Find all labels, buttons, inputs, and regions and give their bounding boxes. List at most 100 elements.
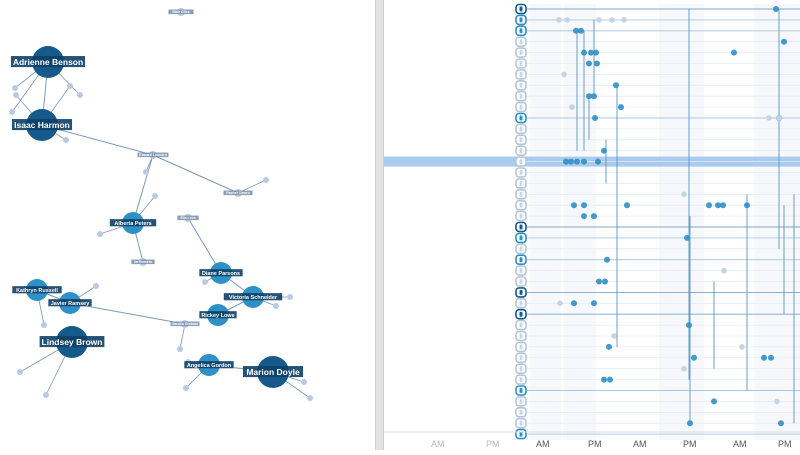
time-band bbox=[754, 4, 800, 440]
graph-node[interactable]: Victoria Schneider bbox=[223, 286, 283, 308]
graph-leaf-node bbox=[307, 395, 313, 401]
graph-node[interactable]: Marion Doyle bbox=[242, 356, 304, 388]
graph-leaf-node bbox=[177, 346, 183, 352]
timeline-event bbox=[557, 300, 563, 307]
network-graph-panel[interactable]: Blair Giles Adrienne Benson Isaac Harmon Ed… bbox=[0, 0, 375, 450]
graph-node-label: Ella Love bbox=[180, 216, 195, 220]
graph-node-label: Victoria Schneider bbox=[229, 295, 278, 301]
graph-node-label: Diane Parsons bbox=[202, 271, 240, 277]
timeline-event bbox=[774, 398, 780, 405]
timeline-event bbox=[596, 278, 602, 285]
graph-leaf-node bbox=[97, 231, 103, 237]
timeline-event bbox=[588, 49, 594, 56]
timeline-event bbox=[720, 202, 726, 209]
time-band bbox=[564, 4, 596, 440]
timeline-event bbox=[593, 49, 599, 56]
timeline-event bbox=[563, 158, 569, 165]
timeline-row-labels: Adrienne BensonAlberta PetersAngelica Go… bbox=[384, 0, 514, 450]
timeline-event bbox=[607, 376, 613, 383]
graph-leaf-node bbox=[63, 137, 69, 143]
timeline-event bbox=[581, 202, 587, 209]
timeline-event bbox=[768, 354, 774, 361]
graph-node-label: Alberta Peters bbox=[114, 221, 151, 227]
time-band bbox=[530, 4, 561, 440]
timeline-event bbox=[776, 115, 782, 121]
split-pane-divider[interactable] bbox=[375, 0, 384, 450]
graph-node[interactable]: Adrienne Benson bbox=[10, 46, 86, 78]
timeline-event bbox=[711, 398, 717, 405]
timeline-event bbox=[568, 158, 574, 165]
timeline-event bbox=[606, 343, 612, 350]
graph-edge bbox=[69, 302, 186, 325]
timeline-event bbox=[591, 213, 597, 220]
timeline-event bbox=[564, 17, 570, 23]
network-graph[interactable]: Blair Giles Adrienne Benson Isaac Harmon Ed… bbox=[0, 0, 375, 450]
timeline-event bbox=[574, 158, 580, 165]
graph-node[interactable]: Ira Romero bbox=[131, 258, 155, 266]
graph-node[interactable]: Diane Parsons bbox=[199, 262, 243, 284]
graph-leaf-node bbox=[41, 322, 47, 328]
timeline-event bbox=[604, 256, 610, 263]
timeline-event bbox=[766, 115, 772, 121]
graph-node[interactable]: Edward Leonard bbox=[137, 151, 169, 159]
timeline-chart[interactable] bbox=[384, 0, 800, 450]
graph-edges bbox=[9, 61, 313, 401]
timeline-event bbox=[601, 376, 607, 383]
timeline-event bbox=[595, 158, 601, 165]
timeline-event bbox=[706, 202, 712, 209]
graph-node[interactable]: Blair Giles bbox=[168, 8, 194, 16]
timeline-event bbox=[578, 27, 584, 34]
graph-node-label: Blair Giles bbox=[172, 10, 189, 14]
timeline-event bbox=[731, 49, 737, 56]
timeline-event bbox=[618, 104, 624, 111]
graph-node[interactable]: Ella Love bbox=[177, 214, 199, 222]
timeline-event bbox=[561, 71, 567, 78]
timeline-event bbox=[581, 49, 587, 56]
timeline-event bbox=[591, 300, 597, 307]
graph-leaf-node bbox=[202, 279, 208, 285]
graph-node[interactable]: Rachel Castro bbox=[223, 189, 253, 197]
timeline-event bbox=[586, 93, 592, 100]
graph-node-label: Isaac Harmon bbox=[14, 120, 70, 130]
timeline-event bbox=[591, 93, 597, 100]
graph-node-label: Marion Doyle bbox=[246, 367, 300, 377]
time-band bbox=[659, 4, 704, 440]
timeline-event bbox=[773, 6, 779, 12]
timeline-event bbox=[571, 300, 577, 307]
timeline-event bbox=[586, 60, 592, 67]
timeline-event bbox=[601, 147, 607, 154]
graph-leaf-node bbox=[77, 92, 83, 98]
graph-leaf-node bbox=[152, 193, 158, 199]
timeline-event bbox=[778, 420, 784, 427]
graph-node[interactable]: Kathryn Russell bbox=[12, 279, 62, 301]
timeline-event bbox=[684, 234, 690, 241]
graph-edge bbox=[179, 323, 186, 350]
graph-leaf-node bbox=[263, 177, 269, 183]
graph-edge bbox=[152, 154, 239, 194]
timeline-panel[interactable]: Adrienne BensonAlberta PetersAngelica Go… bbox=[384, 0, 800, 450]
graph-node[interactable]: Sandra Graham bbox=[170, 320, 200, 328]
graph-node[interactable]: Lindsey Brown bbox=[39, 326, 105, 358]
timeline-event bbox=[691, 354, 697, 361]
graph-node[interactable]: Rickey Lowe bbox=[199, 304, 237, 326]
graph-node[interactable]: Isaac Harmon bbox=[11, 109, 73, 141]
graph-leaf-node bbox=[287, 294, 293, 300]
timeline-event bbox=[781, 38, 787, 45]
timeline-event bbox=[721, 267, 727, 274]
timeline-event bbox=[686, 322, 692, 329]
timeline-event bbox=[573, 27, 579, 34]
graph-node[interactable]: Alberta Peters bbox=[109, 212, 157, 234]
graph-leaf-node bbox=[9, 109, 15, 115]
graph-node-label: Angelica Gordon bbox=[187, 363, 232, 369]
graph-edge bbox=[132, 154, 154, 224]
graph-leaf-node bbox=[12, 85, 18, 91]
graph-node[interactable]: Angelica Gordon bbox=[184, 354, 234, 376]
timeline-event bbox=[761, 354, 767, 361]
graph-node-label: Edward Leonard bbox=[139, 153, 166, 157]
timeline-event bbox=[621, 17, 627, 23]
graph-node-label: Javier Ramsey bbox=[51, 301, 90, 307]
graph-node[interactable]: Javier Ramsey bbox=[48, 292, 92, 314]
graph-node-label: Lindsey Brown bbox=[42, 337, 103, 347]
graph-node-label: Kathryn Russell bbox=[16, 288, 58, 294]
graph-leaf-node bbox=[67, 83, 73, 89]
